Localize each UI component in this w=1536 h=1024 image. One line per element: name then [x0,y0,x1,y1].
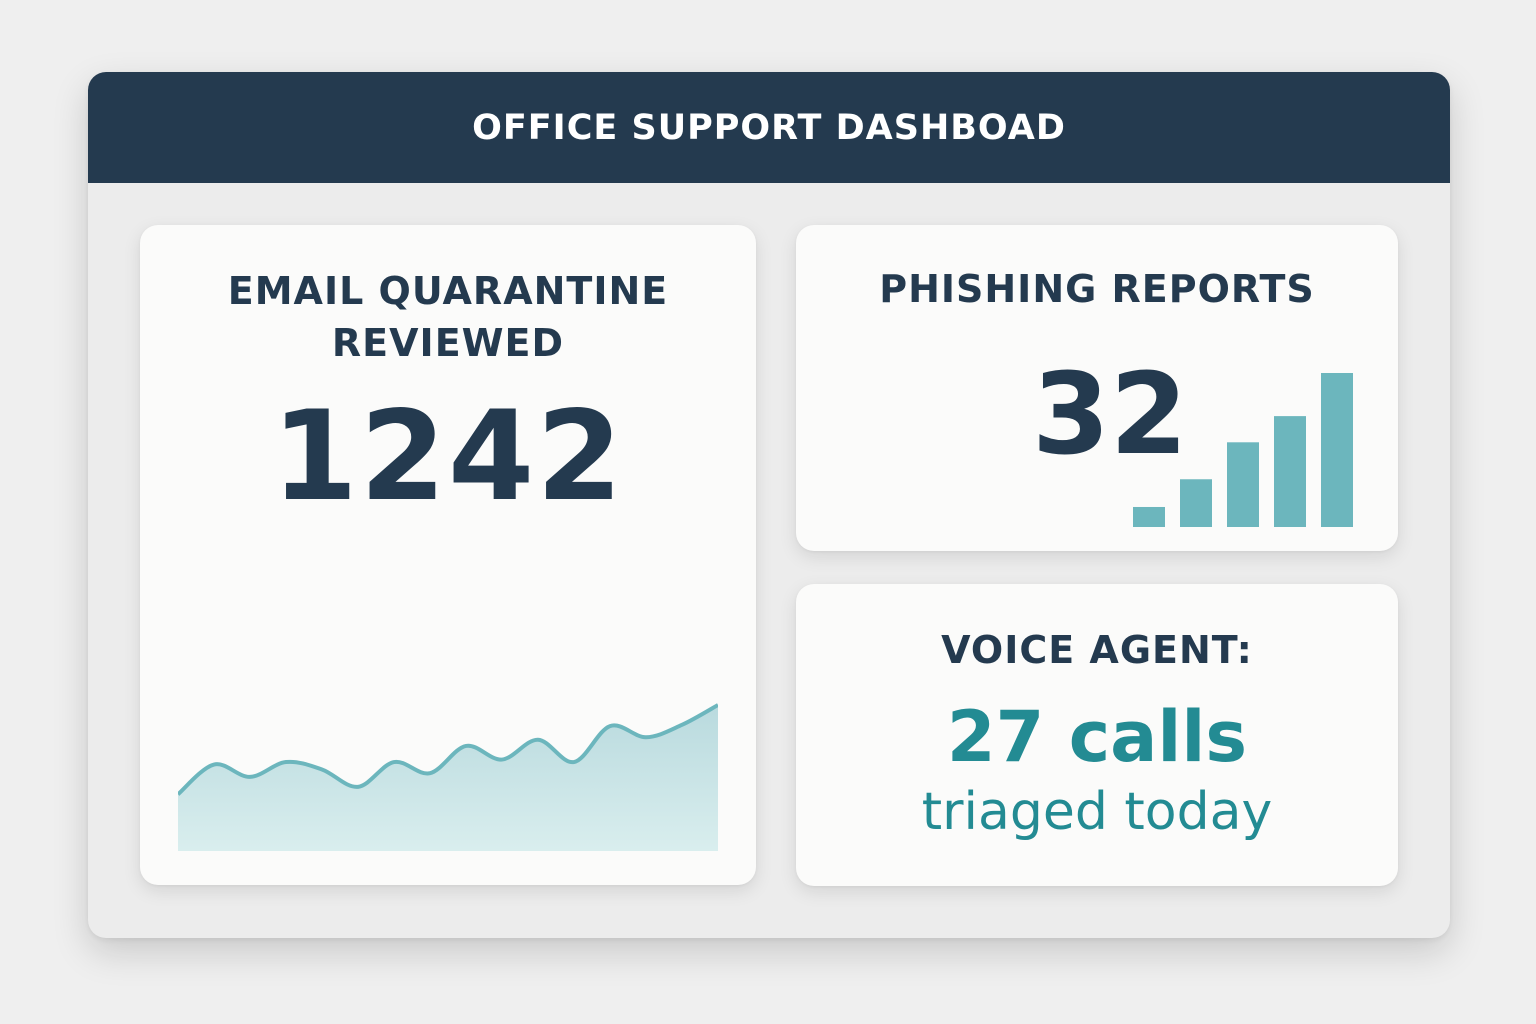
bar-chart [1133,373,1353,527]
phishing-reports-card[interactable]: PHISHING REPORTS 32 [796,225,1398,551]
email-quarantine-title-line1: EMAIL QUARANTINE [227,269,669,313]
voice-agent-title: VOICE AGENT: [941,628,1253,672]
voice-agent-call-count: 27 calls [946,696,1248,778]
email-quarantine-card[interactable]: EMAIL QUARANTINE REVIEWED 1242 [140,225,756,885]
dashboard-window: OFFICE SUPPORT DASHBOAD EMAIL QUARANTINE… [88,72,1450,938]
phishing-reports-value: 32 [1032,350,1188,480]
email-quarantine-sparkline [176,537,719,851]
header-bar: OFFICE SUPPORT DASHBOAD [88,72,1450,183]
sparkline-chart [176,703,719,851]
voice-agent-subtitle: triaged today [921,782,1273,842]
bar-2 [1180,479,1212,527]
bar-1 [1133,506,1165,527]
phishing-reports-bar-chart [1126,365,1362,530]
bar-3 [1227,442,1259,527]
page-title: OFFICE SUPPORT DASHBOAD [472,107,1066,148]
phishing-reports-title: PHISHING REPORTS [879,267,1315,311]
voice-agent-card[interactable]: VOICE AGENT: 27 calls triaged today [796,584,1398,886]
sparkline-area-fill [178,705,718,851]
email-quarantine-title: EMAIL QUARANTINE REVIEWED [140,265,756,369]
bar-5 [1321,373,1353,527]
sparkline-line [176,703,719,796]
bar-4 [1274,416,1306,527]
email-quarantine-value: 1242 [271,385,625,529]
email-quarantine-title-line2: REVIEWED [331,321,565,365]
